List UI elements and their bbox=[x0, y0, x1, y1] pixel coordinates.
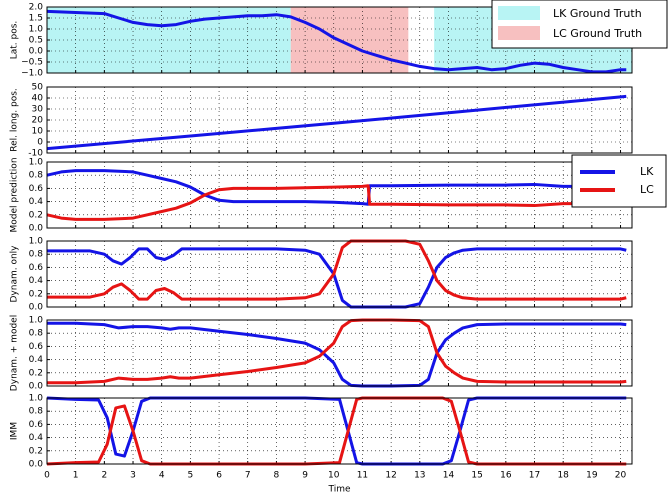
y-tick-label: 1.0 bbox=[29, 158, 44, 168]
x-tick-label: 11 bbox=[357, 471, 368, 481]
y-tick-label: 1.0 bbox=[29, 25, 44, 35]
y-tick-label: 0.2 bbox=[29, 289, 43, 299]
y-tick-label: 30 bbox=[32, 105, 44, 115]
x-tick-label: 4 bbox=[159, 471, 165, 481]
y-tick-label: 1.5 bbox=[29, 14, 43, 24]
y-tick-label: 20 bbox=[32, 116, 44, 126]
x-tick-label: 0 bbox=[44, 471, 50, 481]
x-tick-label: 2 bbox=[101, 471, 107, 481]
x-tick-label: 16 bbox=[500, 471, 512, 481]
y-tick-label: 2.0 bbox=[29, 3, 44, 13]
data-line bbox=[46, 169, 627, 206]
y-tick-label: 0.2 bbox=[29, 210, 43, 220]
axes-frame bbox=[46, 319, 633, 387]
y-tick-label: 0.0 bbox=[29, 47, 44, 57]
y-tick-label: 0.4 bbox=[29, 197, 44, 207]
x-tick-label: 12 bbox=[385, 471, 396, 481]
y-tick-label: −1.0 bbox=[21, 69, 43, 79]
data-line bbox=[47, 247, 627, 309]
y-axis-label: IMM bbox=[10, 422, 20, 440]
legend-label: LC bbox=[640, 183, 654, 196]
legend-box bbox=[571, 154, 667, 208]
x-tick-label: 20 bbox=[615, 471, 627, 481]
y-tick-label: 0.6 bbox=[29, 342, 44, 352]
x-tick-label: 18 bbox=[557, 471, 569, 481]
x-tick-label: 19 bbox=[586, 471, 598, 481]
x-tick-label: 3 bbox=[130, 471, 136, 481]
x-tick-label: 9 bbox=[302, 471, 308, 481]
legend-label: LK Ground Truth bbox=[553, 7, 642, 20]
y-tick-label: 0.4 bbox=[29, 355, 44, 365]
y-tick-label: 0.0 bbox=[29, 224, 44, 234]
y-tick-label: 50 bbox=[32, 83, 44, 93]
legend-swatch bbox=[498, 6, 540, 20]
x-tick-label: 10 bbox=[328, 471, 340, 481]
region bbox=[290, 7, 409, 73]
y-tick-label: 1.0 bbox=[29, 237, 44, 247]
y-tick-label: 0.8 bbox=[29, 329, 44, 339]
y-tick-label: 0.8 bbox=[29, 250, 44, 260]
y-tick-label: 0 bbox=[37, 138, 43, 148]
x-tick-label: 6 bbox=[216, 471, 222, 481]
y-tick-label: 0.0 bbox=[29, 382, 44, 392]
x-tick-label: 1 bbox=[73, 471, 79, 481]
axes-frame bbox=[46, 240, 633, 308]
data-line bbox=[46, 184, 627, 221]
data-line bbox=[47, 321, 627, 388]
y-tick-label: 0.8 bbox=[29, 171, 44, 181]
y-axis-label: Rel. long. pos. bbox=[10, 88, 20, 152]
y-axis-label: Dynam. + model bbox=[10, 315, 20, 391]
y-tick-label: 0.2 bbox=[29, 446, 43, 456]
legend-label: LC Ground Truth bbox=[553, 27, 642, 40]
y-tick-label: 0.0 bbox=[29, 460, 44, 470]
data-line bbox=[46, 94, 627, 151]
y-tick-label: 0.4 bbox=[29, 276, 44, 286]
x-tick-label: 14 bbox=[443, 471, 455, 481]
y-tick-label: 0.8 bbox=[29, 407, 44, 417]
axes-frame bbox=[46, 397, 633, 465]
y-axis-label: Lat. pos. bbox=[10, 21, 20, 60]
y-tick-label: 0.2 bbox=[29, 368, 43, 378]
y-tick-label: 0.4 bbox=[29, 433, 44, 443]
data-line bbox=[47, 239, 627, 301]
y-tick-label: 0.0 bbox=[29, 303, 44, 313]
legend-label: LK bbox=[640, 165, 654, 178]
data-line bbox=[46, 9, 627, 74]
x-tick-label: 15 bbox=[471, 471, 482, 481]
x-tick-label: 5 bbox=[188, 471, 194, 481]
y-tick-label: 1.0 bbox=[29, 316, 44, 326]
y-tick-label: 0.6 bbox=[29, 420, 44, 430]
axes-frame bbox=[46, 86, 633, 154]
y-tick-label: -10 bbox=[28, 149, 43, 159]
x-tick-label: 7 bbox=[245, 471, 251, 481]
y-tick-label: 0.6 bbox=[29, 263, 44, 273]
legend-swatch bbox=[498, 26, 540, 40]
y-axis-label: Model prediction bbox=[10, 157, 20, 232]
x-tick-label: 13 bbox=[414, 471, 425, 481]
y-tick-label: 0.5 bbox=[29, 36, 43, 46]
y-tick-label: 1.0 bbox=[29, 394, 44, 404]
y-axis-label: Dynam. only bbox=[10, 245, 20, 303]
y-tick-label: 10 bbox=[32, 127, 44, 137]
data-line bbox=[46, 396, 627, 466]
x-tick-label: 8 bbox=[274, 471, 280, 481]
data-line bbox=[47, 318, 627, 385]
x-tick-label: 17 bbox=[529, 471, 540, 481]
x-axis-label: Time bbox=[327, 485, 350, 494]
y-tick-label: 40 bbox=[32, 94, 44, 104]
y-tick-label: −0.5 bbox=[21, 58, 43, 68]
y-tick-label: 0.6 bbox=[29, 184, 44, 194]
